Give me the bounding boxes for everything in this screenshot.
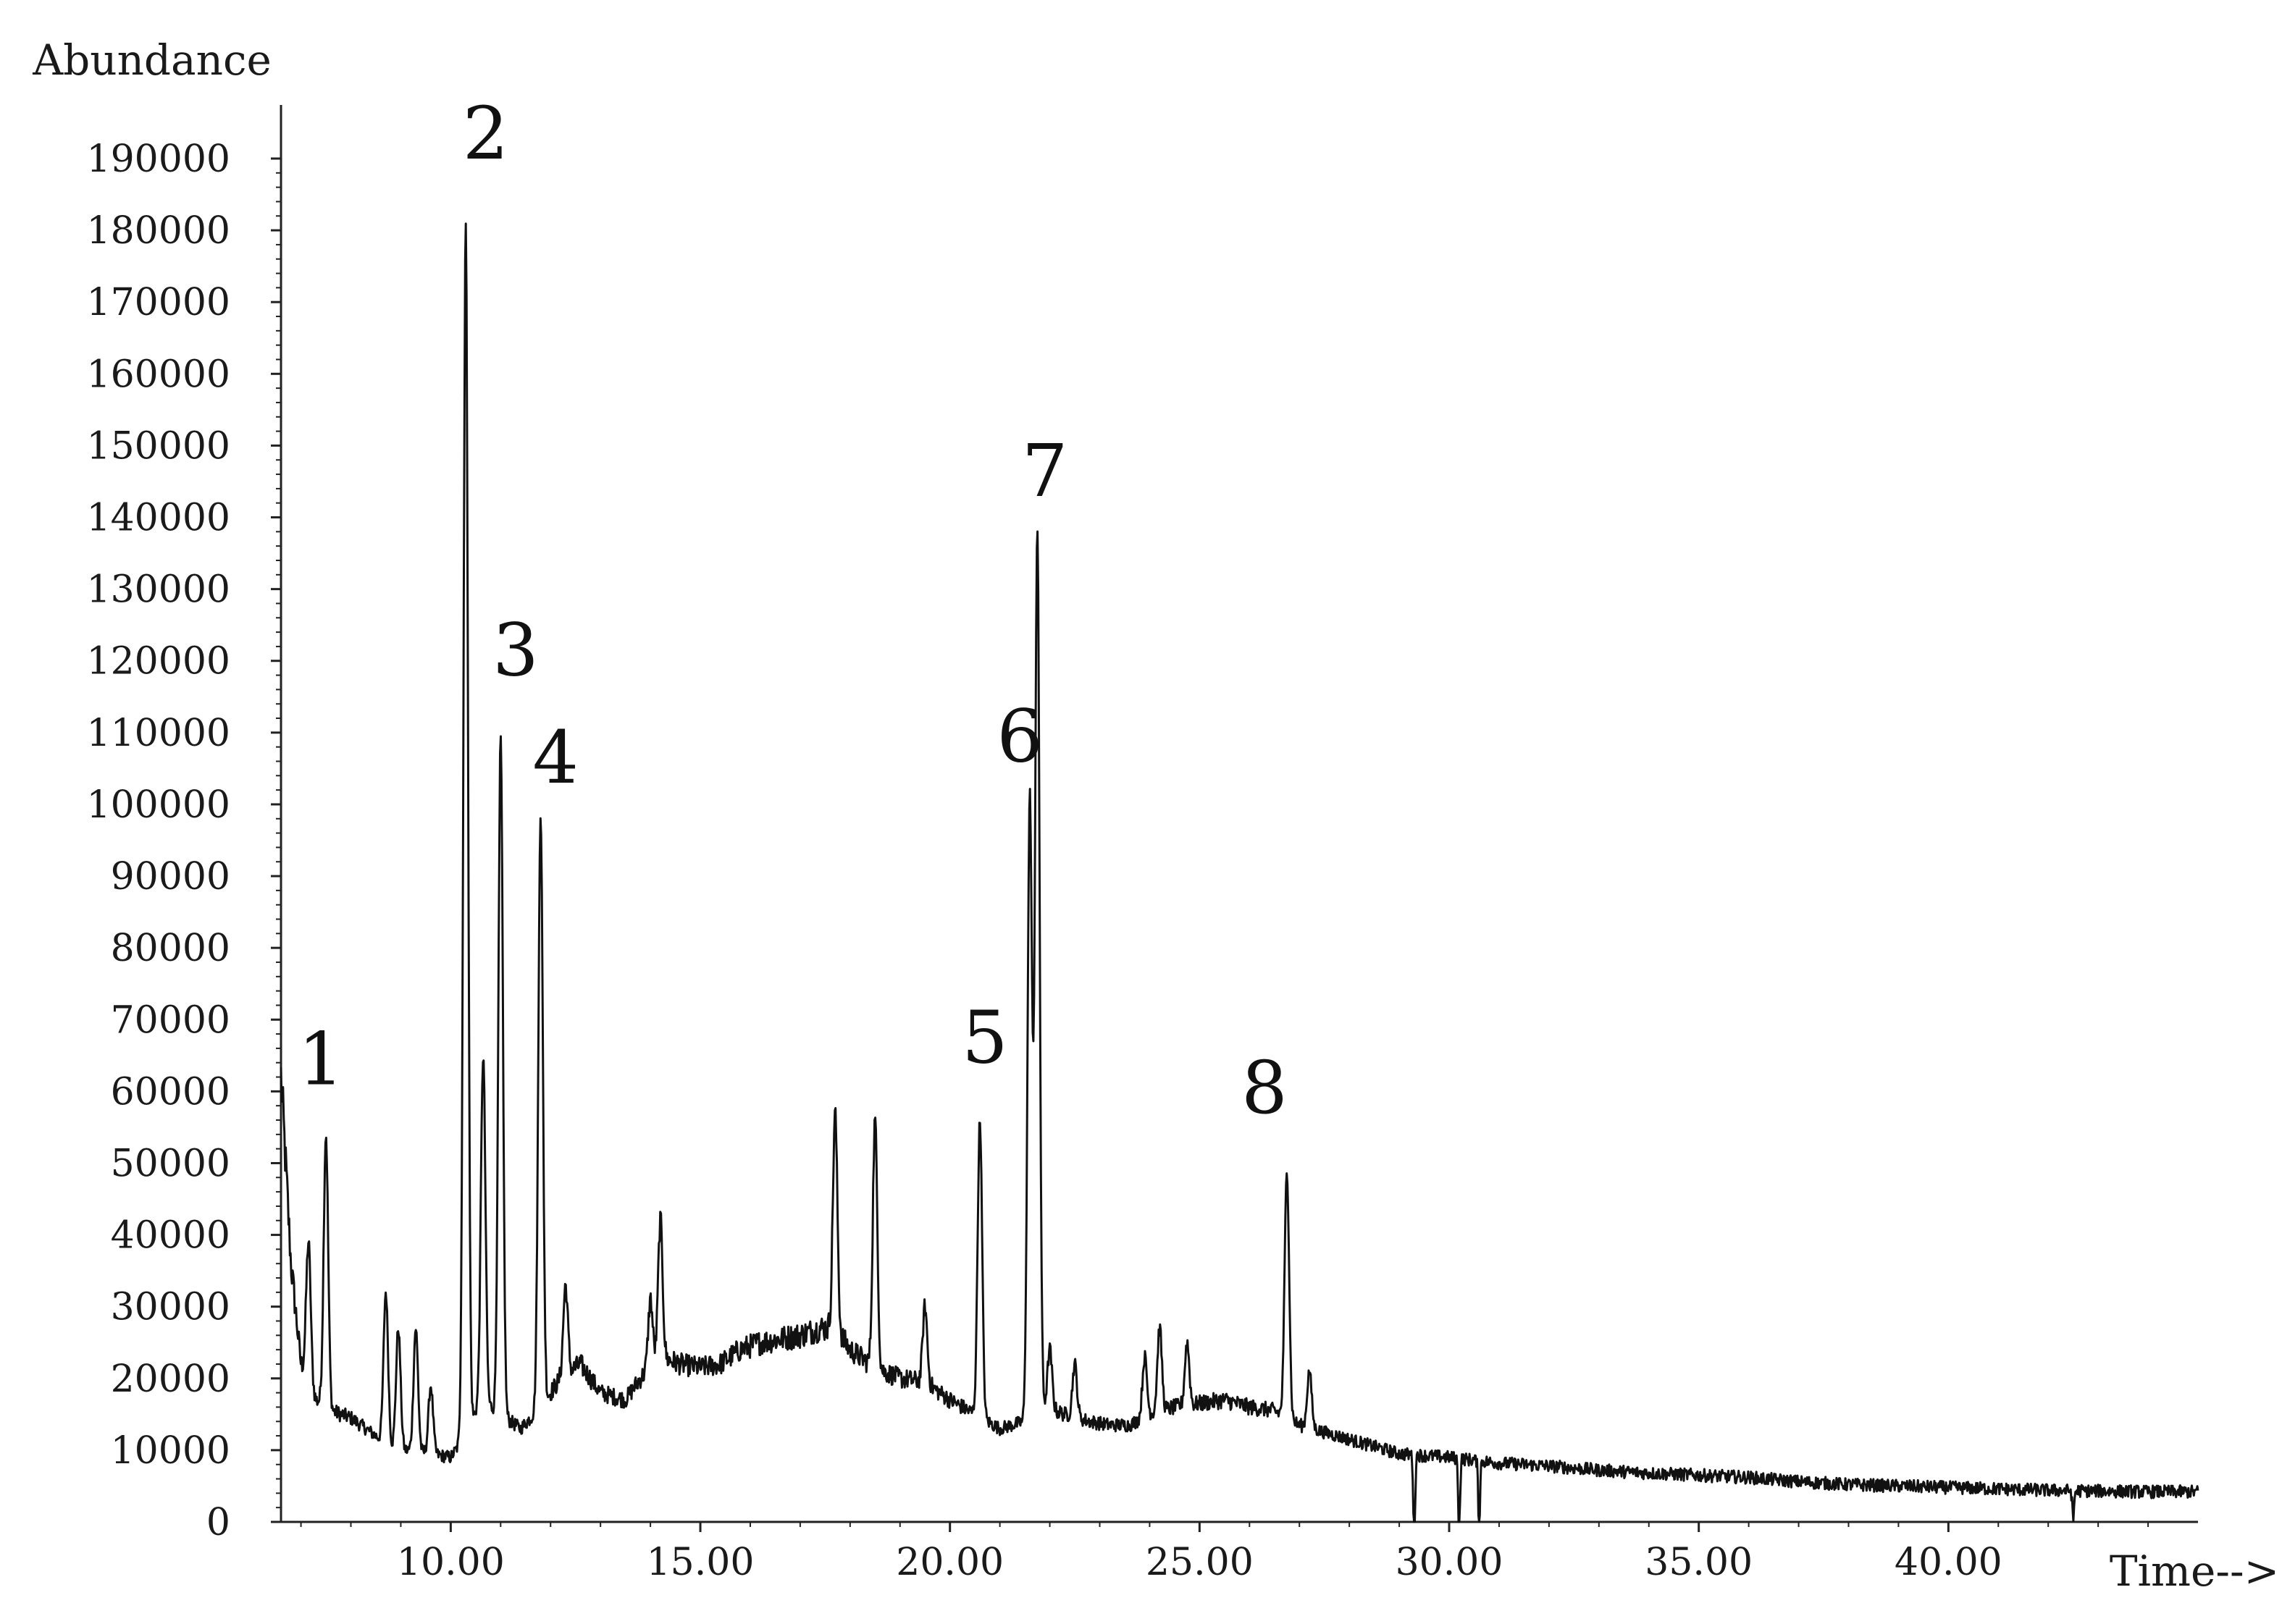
y-tick-label: 60000: [111, 1070, 230, 1114]
peak-labels: 1 2 3 4 5 6 7 8: [298, 91, 1287, 1130]
y-tick-label: 130000: [86, 568, 230, 612]
y-tick-label: 40000: [111, 1214, 230, 1258]
y-tick-label: 180000: [86, 209, 230, 253]
x-tick-label: 35.00: [1645, 1541, 1753, 1584]
y-tick-label: 100000: [86, 783, 230, 827]
y-tick-label: 0: [206, 1501, 230, 1544]
peak-label-7: 7: [1022, 429, 1068, 513]
y-tick-label: 190000: [86, 138, 230, 181]
y-tick-label: 160000: [86, 353, 230, 396]
y-tick-label: 10000: [111, 1429, 230, 1473]
y-tick-label: 140000: [86, 497, 230, 540]
x-axis-title: Time-->: [2110, 1547, 2279, 1596]
y-tick-label: 110000: [86, 712, 230, 755]
y-tick-label: 20000: [111, 1358, 230, 1401]
x-axis-ticks: 10.00 15.00 20.00 25.00 30.00 35.00 40.00: [300, 1522, 2149, 1584]
x-tick-label: 30.00: [1396, 1541, 1503, 1584]
peak-label-1: 1: [298, 1017, 344, 1101]
chromatogram-trace: [280, 222, 2199, 1523]
peak-label-6: 6: [997, 694, 1043, 778]
y-axis-ticks: 0 10000 20000 30000 40000 50000 60000 70000 8000…: [86, 138, 281, 1544]
y-tick-label: 80000: [111, 927, 230, 970]
y-tick-label: 120000: [86, 640, 230, 683]
peak-label-8: 8: [1241, 1045, 1288, 1130]
y-tick-label: 150000: [86, 424, 230, 468]
y-tick-label: 70000: [111, 998, 230, 1042]
x-tick-label: 20.00: [896, 1541, 1004, 1584]
peak-label-5: 5: [962, 996, 1008, 1080]
x-tick-label: 25.00: [1146, 1541, 1254, 1584]
x-tick-label: 40.00: [1895, 1541, 2002, 1584]
y-tick-label: 50000: [111, 1142, 230, 1185]
y-tick-label: 90000: [111, 855, 230, 899]
y-tick-label: 30000: [111, 1286, 230, 1329]
peak-label-2: 2: [463, 91, 509, 176]
peak-label-4: 4: [532, 715, 579, 800]
x-tick-label: 10.00: [397, 1541, 505, 1584]
x-tick-label: 15.00: [647, 1541, 755, 1584]
y-axis-title: Abundance: [32, 35, 272, 85]
peak-label-3: 3: [492, 608, 539, 693]
y-tick-label: 170000: [86, 281, 230, 324]
